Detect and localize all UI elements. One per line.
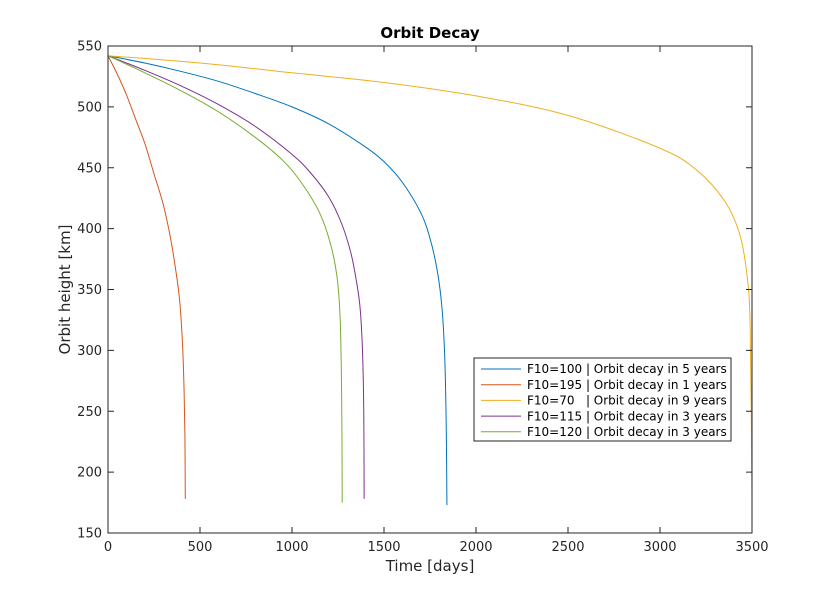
legend-label-3: F10=70 | Orbit decay in 9 years <box>527 394 727 408</box>
legend-entries: F10=100 | Orbit decay in 5 years F10=195 … <box>481 362 727 439</box>
legend-label-5: F10=120 | Orbit decay in 3 years <box>527 425 727 439</box>
legend-label-2: F10=195 | Orbit decay in 1 years <box>527 378 727 392</box>
series-line-1 <box>107 55 448 506</box>
y-tick-label: 150 <box>77 527 102 542</box>
y-tick-label: 250 <box>77 405 102 420</box>
series-line-2 <box>107 55 186 499</box>
legend-box <box>473 357 732 442</box>
x-tick-label: 0 <box>104 540 112 555</box>
series-line-3 <box>107 55 753 499</box>
series-line-5 <box>107 55 343 503</box>
y-tick-label: 200 <box>77 466 102 481</box>
x-tick-label: 1500 <box>367 540 400 555</box>
x-tick-label: 2000 <box>459 540 492 555</box>
x-axis-label: Time [days] <box>385 557 475 575</box>
legend: F10=100 | Orbit decay in 5 years F10=195 … <box>473 357 732 442</box>
series-layer <box>107 55 753 506</box>
x-tick-label: 2500 <box>551 540 584 555</box>
y-axis-label: Orbit height [km] <box>56 225 74 355</box>
x-tick-label: 1000 <box>275 540 308 555</box>
x-axis-ticks: 0 500 1000 1500 2000 2500 3000 3500 <box>104 46 769 555</box>
y-tick-label: 450 <box>77 161 102 176</box>
y-tick-label: 400 <box>77 222 102 237</box>
y-tick-label: 350 <box>77 283 102 298</box>
x-tick-label: 500 <box>188 540 213 555</box>
y-tick-label: 550 <box>77 40 102 55</box>
y-tick-label: 300 <box>77 344 102 359</box>
legend-label-4: F10=115 | Orbit decay in 3 years <box>527 409 727 423</box>
plot-area <box>108 46 752 533</box>
legend-label-1: F10=100 | Orbit decay in 5 years <box>527 362 727 376</box>
x-tick-label: 3500 <box>735 540 768 555</box>
y-tick-label: 500 <box>77 100 102 115</box>
plot-frame <box>107 45 753 534</box>
series-line-4 <box>107 55 365 499</box>
x-tick-label: 3000 <box>643 540 676 555</box>
chart-title: Orbit Decay <box>380 24 480 42</box>
y-axis-ticks: 150 200 250 300 350 400 450 500 550 <box>77 40 752 542</box>
